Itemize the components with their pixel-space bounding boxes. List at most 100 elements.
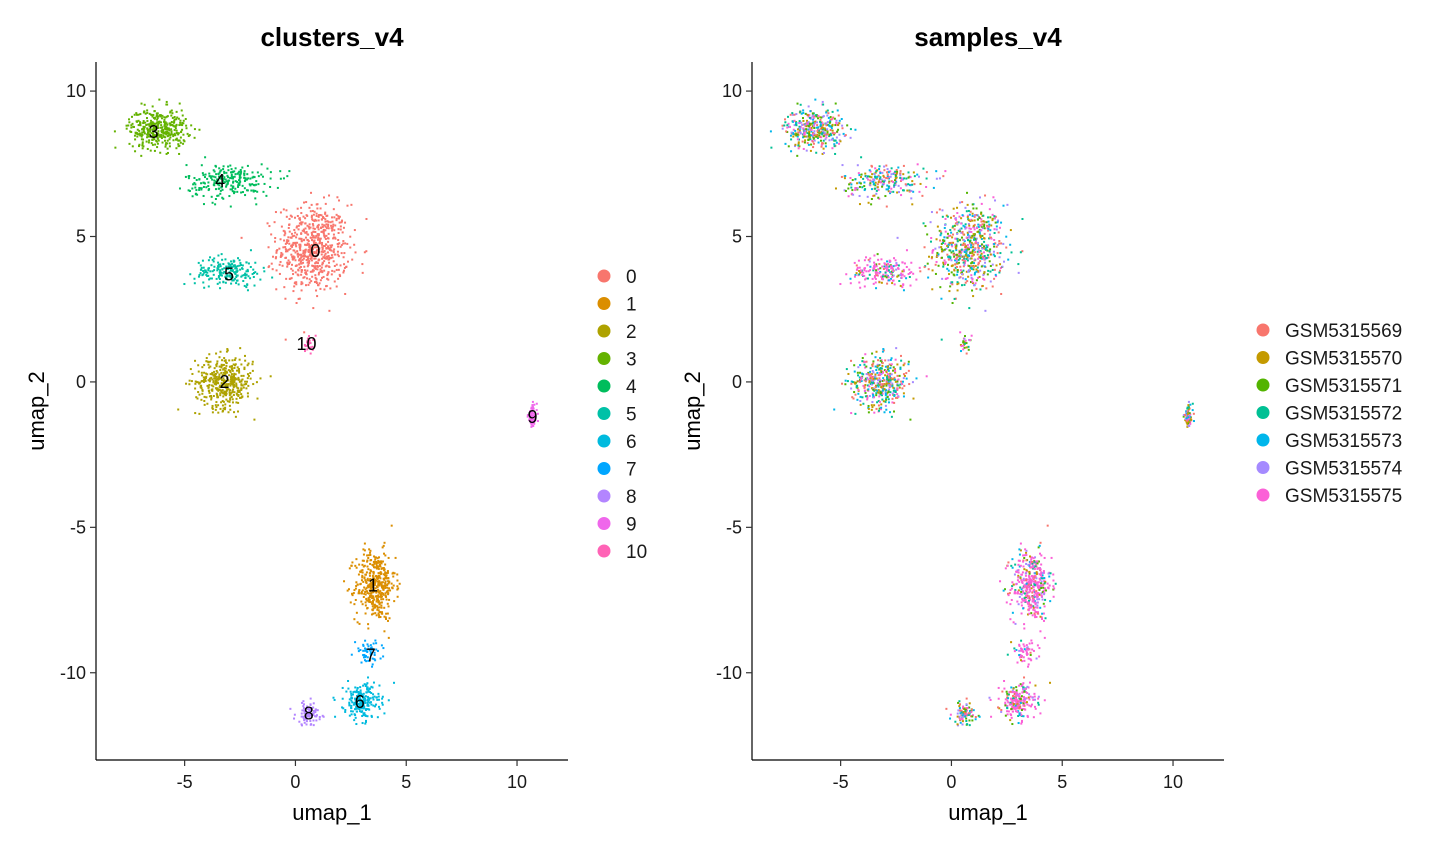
scatter-point <box>370 648 373 651</box>
scatter-point <box>381 581 384 584</box>
scatter-point <box>294 251 297 254</box>
scatter-point <box>957 221 960 224</box>
legend-label: 9 <box>626 515 637 536</box>
scatter-point <box>266 222 269 225</box>
scatter-point <box>1048 575 1051 578</box>
scatter-point <box>217 275 220 278</box>
scatter-point <box>254 197 257 200</box>
scatter-point <box>852 193 855 196</box>
scatter-point <box>380 606 383 609</box>
scatter-point <box>905 372 908 375</box>
scatter-point <box>878 400 881 403</box>
scatter-point <box>938 229 941 232</box>
scatter-point <box>210 175 213 178</box>
scatter-point <box>1023 568 1026 571</box>
scatter-point <box>876 366 879 369</box>
scatter-point <box>853 364 856 367</box>
scatter-point <box>1024 572 1027 575</box>
scatter-point <box>867 378 870 381</box>
scatter-point <box>184 175 187 178</box>
scatter-point <box>983 255 986 258</box>
scatter-point <box>240 387 243 390</box>
scatter-point <box>863 361 866 364</box>
scatter-point <box>798 127 801 130</box>
scatter-point <box>1018 580 1021 583</box>
scatter-point <box>286 263 289 266</box>
scatter-point <box>938 246 941 249</box>
scatter-point <box>864 391 867 394</box>
scatter-point <box>211 411 214 414</box>
scatter-point <box>1030 595 1033 598</box>
scatter-point <box>397 587 400 590</box>
scatter-point <box>210 373 213 376</box>
scatter-point <box>359 698 362 701</box>
scatter-point <box>332 208 335 211</box>
scatter-point <box>994 221 997 224</box>
scatter-point <box>223 380 226 383</box>
scatter-point <box>212 183 215 186</box>
scatter-point <box>1054 582 1057 585</box>
scatter-point <box>885 382 888 385</box>
scatter-point <box>223 267 226 270</box>
scatter-point <box>315 203 318 206</box>
scatter-point <box>156 142 159 145</box>
scatter-point <box>373 654 376 657</box>
scatter-point <box>153 138 156 141</box>
scatter-point <box>982 277 985 280</box>
scatter-point <box>975 279 978 282</box>
scatter-point <box>351 693 354 696</box>
scatter-point <box>213 269 216 272</box>
scatter-point <box>166 147 169 150</box>
scatter-point <box>988 223 991 226</box>
scatter-point <box>802 123 805 126</box>
scatter-point <box>231 359 234 362</box>
scatter-point <box>362 699 365 702</box>
scatter-point <box>900 179 903 182</box>
scatter-point <box>164 136 167 139</box>
scatter-point <box>355 558 358 561</box>
scatter-point <box>190 380 193 383</box>
scatter-point <box>238 396 241 399</box>
scatter-point <box>220 365 223 368</box>
scatter-point <box>892 265 895 268</box>
scatter-point <box>140 102 143 105</box>
scatter-point <box>166 103 169 106</box>
scatter-point <box>376 580 379 583</box>
scatter-point <box>282 229 285 232</box>
scatter-point <box>345 690 348 693</box>
scatter-point <box>1020 590 1023 593</box>
scatter-point <box>362 656 365 659</box>
scatter-point <box>311 209 314 212</box>
scatter-point <box>293 256 296 259</box>
scatter-point <box>989 280 992 283</box>
scatter-point <box>322 275 325 278</box>
scatter-point <box>249 265 252 268</box>
scatter-point <box>216 371 219 374</box>
scatter-point <box>212 385 215 388</box>
scatter-point <box>279 177 282 180</box>
scatter-point <box>364 720 367 723</box>
scatter-point <box>279 254 282 257</box>
scatter-point <box>235 384 238 387</box>
scatter-point <box>362 565 365 568</box>
scatter-point <box>314 262 317 265</box>
scatter-point <box>179 119 182 122</box>
scatter-point <box>357 691 360 694</box>
scatter-point <box>199 264 202 267</box>
scatter-point <box>865 365 868 368</box>
scatter-point <box>155 132 158 135</box>
scatter-point <box>354 251 357 254</box>
scatter-point <box>241 378 244 381</box>
scatter-point <box>338 221 341 224</box>
scatter-point <box>981 257 984 260</box>
scatter-point <box>362 696 365 699</box>
scatter-point <box>535 402 538 405</box>
scatter-point <box>229 397 232 400</box>
scatter-point <box>253 284 256 287</box>
scatter-point <box>212 260 215 263</box>
scatter-point <box>1033 567 1036 570</box>
scatter-point <box>223 374 226 377</box>
scatter-point <box>375 614 378 617</box>
scatter-point <box>906 189 909 192</box>
scatter-point <box>208 172 211 175</box>
